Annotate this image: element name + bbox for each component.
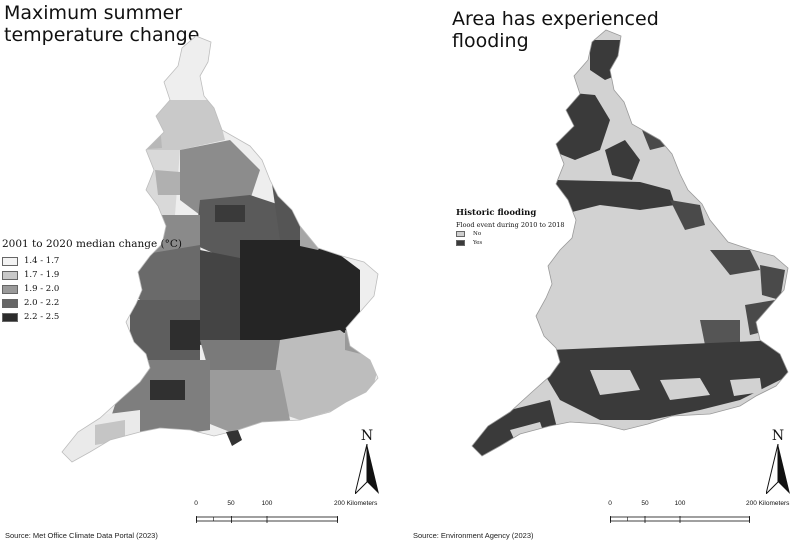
north-label: N (360, 428, 374, 444)
legend-swatch (2, 284, 18, 294)
scale-bar-line (196, 516, 338, 523)
legend-swatch (2, 270, 18, 280)
scale-bar-labels: 0 50 100 200 Kilometers (608, 500, 789, 510)
scale-tick-label: 50 (227, 500, 235, 507)
north-label: N (771, 428, 785, 444)
flooding-legend-title: Historic flooding (456, 208, 537, 218)
legend-swatch (2, 256, 18, 266)
legend-item: 2.2 - 2.5 (2, 310, 182, 324)
flooding-legend-subtitle: Flood event during 2010 to 2018 (456, 221, 565, 229)
legend-item-label: 2.0 - 2.2 (24, 298, 60, 308)
scale-bar: 0 50 100 200 Kilometers (194, 500, 377, 528)
scale-bar-labels: 0 50 100 200 Kilometers (194, 500, 377, 510)
north-arrow-shape (765, 443, 790, 496)
legend-item: 1.7 - 1.9 (2, 268, 182, 282)
scale-tick-label: 0 (608, 500, 612, 507)
flooding-map (471, 29, 789, 457)
legend-item-label: 1.9 - 2.0 (24, 284, 60, 294)
scale-tick-label: 200 Kilometers (334, 500, 378, 507)
legend-item-label: 2.2 - 2.5 (24, 312, 60, 322)
temperature-source-note: Source: Met Office Climate Data Portal (… (5, 531, 158, 540)
legend-item: Yes (456, 238, 565, 247)
scale-tick-label: 100 (674, 500, 686, 507)
temperature-choropleth-map (61, 35, 379, 463)
temperature-legend-title: 2001 to 2020 median change (°C) (2, 238, 183, 250)
legend-item: 1.9 - 2.0 (2, 282, 182, 296)
flooding-source-note: Source: Environment Agency (2023) (413, 531, 534, 540)
scale-tick-label: 50 (641, 500, 649, 507)
north-arrow-icon: N (765, 428, 790, 499)
legend-swatch (2, 312, 18, 322)
legend-item-label: 1.4 - 1.7 (24, 256, 60, 266)
legend-item: No (456, 229, 565, 238)
temperature-map-panel: Maximum summer temperature change (2, 2, 379, 540)
temperature-map-title: Maximum summer temperature change (4, 2, 200, 46)
north-arrow-icon: N (354, 428, 379, 499)
temperature-legend: 2001 to 2020 median change (°C) 1.4 - 1.… (2, 238, 182, 324)
flooding-map-panel: Area has experienced flooding (400, 0, 800, 544)
legend-item-label: 1.7 - 1.9 (24, 270, 60, 280)
flooding-legend: Historic flooding Flood event during 201… (456, 208, 565, 247)
scale-tick-label: 0 (194, 500, 198, 507)
legend-item: 2.0 - 2.2 (2, 296, 182, 310)
legend-swatch (456, 230, 465, 237)
legend-item-label: No (473, 230, 482, 237)
scale-bar-line (610, 516, 750, 523)
legend-item-label: Yes (473, 239, 483, 246)
scale-bar: 0 50 100 200 Kilometers (608, 500, 789, 528)
legend-swatch (2, 298, 18, 308)
scale-tick-label: 100 (261, 500, 273, 507)
legend-item: 1.4 - 1.7 (2, 254, 182, 268)
scale-tick-label: 200 Kilometers (746, 500, 790, 507)
north-arrow-shape (354, 443, 379, 496)
flooding-map-title: Area has experienced flooding (452, 8, 659, 52)
legend-swatch (456, 239, 465, 246)
